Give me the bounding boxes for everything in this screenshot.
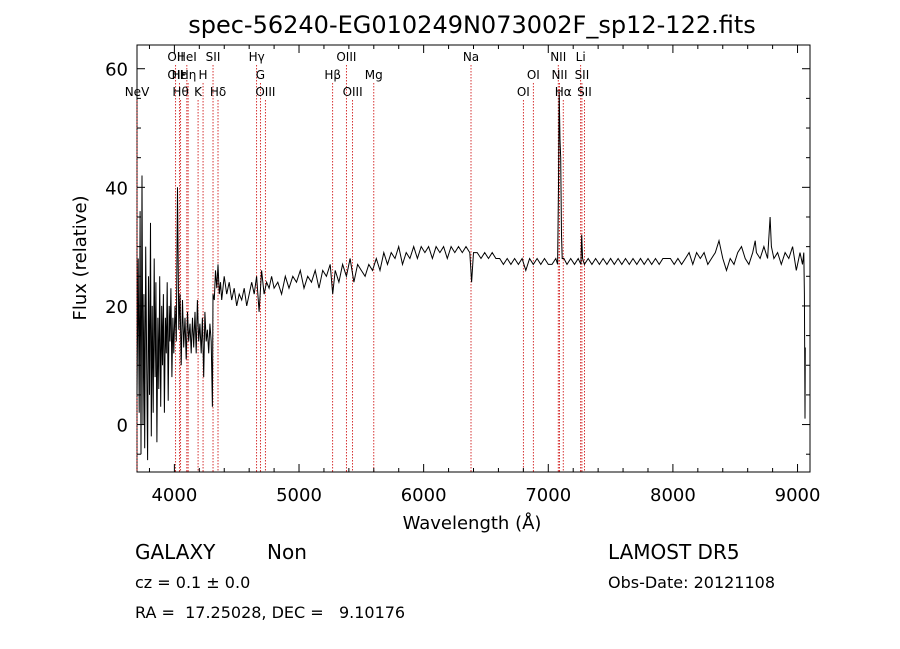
marker-label: OIII [336, 50, 356, 64]
marker-label: Hα [555, 85, 572, 99]
object-class: GALAXY [135, 540, 216, 564]
y-axis-ticks: 0 20 40 60 [105, 60, 810, 455]
marker-label: H [199, 68, 208, 82]
marker-label: Hθ [172, 85, 188, 99]
y-tick-label: 60 [105, 60, 128, 81]
x-tick-label: 5000 [276, 485, 322, 506]
marker-label: OIII [255, 85, 275, 99]
x-axis-ticks: 4000 5000 6000 7000 8000 9000 [148, 45, 821, 506]
marker-label: Hγ [249, 50, 265, 64]
emission-line-markers [136, 65, 585, 472]
obs-date: Obs-Date: 20121108 [608, 573, 776, 592]
marker-label: Hδ [210, 85, 226, 99]
marker-label: Hη [180, 68, 197, 82]
marker-label: Li [576, 50, 586, 64]
marker-label: NeV [125, 85, 150, 99]
x-tick-label: 4000 [151, 485, 197, 506]
marker-label: NII [550, 50, 566, 64]
x-tick-label: 7000 [525, 485, 571, 506]
x-tick-label: 6000 [401, 485, 447, 506]
marker-label: G [256, 68, 265, 82]
marker-label: HeI [177, 50, 197, 64]
y-tick-label: 20 [105, 297, 128, 318]
marker-label: NII [551, 68, 567, 82]
x-tick-label: 9000 [775, 485, 821, 506]
marker-label: K [194, 85, 203, 99]
x-axis-label: Wavelength (Å) [403, 512, 542, 534]
coordinates: RA = 17.25028, DEC = 9.10176 [135, 603, 406, 622]
x-tick-label: 8000 [650, 485, 696, 506]
marker-label: Hε [172, 68, 188, 82]
marker-label: Na [463, 50, 479, 64]
object-subclass: Non [267, 540, 307, 564]
redshift-text: cz = 0.1 ± 0.0 [135, 573, 251, 592]
marker-label: OI [527, 68, 540, 82]
y-tick-label: 40 [105, 178, 128, 199]
spectrum-line [136, 92, 806, 461]
marker-label: SII [206, 50, 221, 64]
marker-label: OI [517, 85, 530, 99]
marker-label: SII [577, 85, 592, 99]
survey-name: LAMOST DR5 [608, 540, 740, 564]
chart-title: spec-56240-EG010249N073002F_sp12-122.fit… [188, 11, 756, 39]
marker-label: Mg [365, 68, 383, 82]
y-tick-label: 0 [117, 416, 128, 437]
emission-line-labels: NeVOIIOIIHεHθHeIHηKHSIIHδHγGOIIIHβOIIIOI… [125, 50, 592, 99]
marker-label: OII [167, 50, 184, 64]
marker-label: OIII [343, 85, 363, 99]
y-axis-label: Flux (relative) [70, 195, 91, 320]
marker-label: OII [167, 68, 184, 82]
marker-label: Hβ [324, 68, 341, 82]
marker-label: SII [575, 68, 590, 82]
